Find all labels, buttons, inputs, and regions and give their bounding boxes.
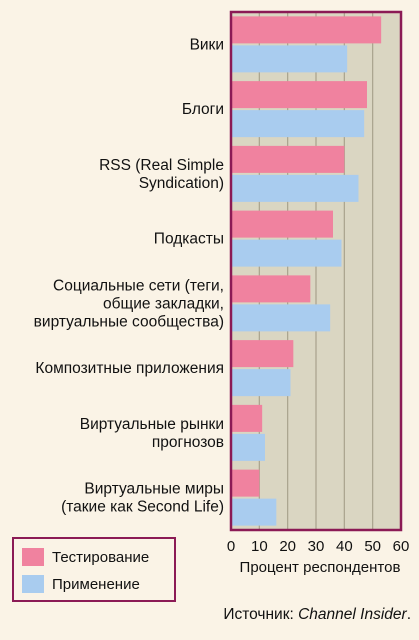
legend-swatch-testing	[22, 548, 44, 566]
bar-testing	[231, 275, 311, 303]
bar-applied	[231, 110, 365, 138]
bar-testing	[231, 81, 367, 109]
legend-label-testing: Тестирование	[52, 548, 150, 566]
bar-testing	[231, 340, 294, 368]
bar-applied	[231, 498, 277, 526]
x-tick-label: 50	[364, 538, 381, 555]
category-label: Виртуальные миры (такие как Second Life)	[61, 481, 224, 516]
x-axis-title: Процент респондентов	[240, 559, 401, 576]
legend-label-applied: Применение	[52, 575, 140, 593]
source-suffix: .	[406, 606, 411, 623]
legend-swatch-applied	[22, 575, 44, 593]
source-prefix: Источник:	[223, 606, 299, 623]
plot-frame	[229, 10, 403, 532]
legend: Тестирование Применение	[12, 537, 176, 602]
bar-testing	[231, 16, 382, 44]
source-note: Источник: Channel Insider.	[223, 606, 411, 624]
bar-applied	[231, 45, 348, 73]
x-tick-label: 30	[308, 538, 325, 555]
category-label: Подкасты	[154, 231, 224, 248]
category-label: Вики	[190, 36, 224, 53]
legend-item-applied: Применение	[22, 574, 140, 594]
category-label: Блоги	[182, 101, 224, 118]
category-label: RSS (Real Simple Syndication)	[99, 157, 224, 192]
x-tick-label: 10	[251, 538, 268, 555]
bar-testing	[231, 404, 263, 432]
legend-item-testing: Тестирование	[22, 547, 149, 567]
bar-testing	[231, 469, 260, 497]
x-tick-label: 40	[336, 538, 353, 555]
category-label: Социальные сети (теги, общие закладки, вир…	[34, 277, 224, 330]
bar-testing	[231, 145, 345, 173]
category-label: Виртуальные рынки прогнозов	[80, 416, 224, 451]
source-name: Channel Insider	[298, 606, 407, 623]
bar-applied	[231, 304, 331, 332]
bar-applied	[231, 369, 291, 397]
bar-applied	[231, 239, 342, 267]
bar-applied	[231, 174, 359, 202]
bar-testing	[231, 210, 333, 238]
x-tick-label: 60	[393, 538, 410, 555]
bar-applied	[231, 433, 265, 461]
category-label: Композитные приложения	[35, 360, 224, 377]
x-tick-label: 0	[227, 538, 235, 555]
x-tick-label: 20	[279, 538, 296, 555]
